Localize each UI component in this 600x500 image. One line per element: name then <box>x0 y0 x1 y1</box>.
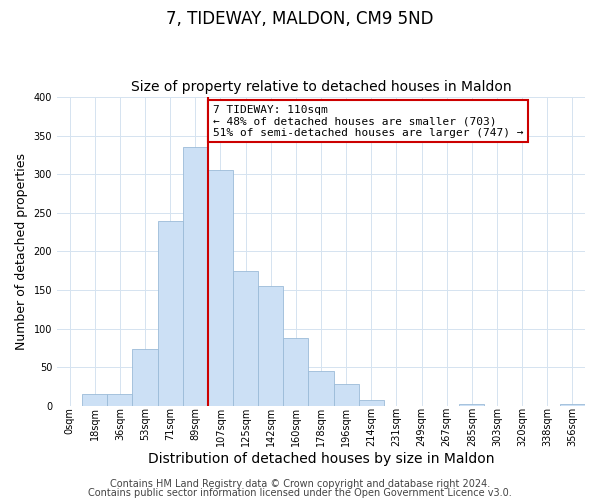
Title: Size of property relative to detached houses in Maldon: Size of property relative to detached ho… <box>131 80 511 94</box>
Bar <box>359 400 384 406</box>
Bar <box>158 220 183 406</box>
Text: 7, TIDEWAY, MALDON, CM9 5ND: 7, TIDEWAY, MALDON, CM9 5ND <box>166 10 434 28</box>
Bar <box>308 371 334 406</box>
Bar <box>208 170 233 406</box>
Bar <box>560 404 585 406</box>
Bar <box>233 270 258 406</box>
Bar <box>283 338 308 406</box>
Text: 7 TIDEWAY: 110sqm
← 48% of detached houses are smaller (703)
51% of semi-detache: 7 TIDEWAY: 110sqm ← 48% of detached hous… <box>213 105 523 138</box>
Bar <box>183 147 208 406</box>
Bar <box>107 394 133 406</box>
Bar <box>459 404 484 406</box>
Bar <box>258 286 283 406</box>
Bar <box>334 384 359 406</box>
Bar <box>82 394 107 406</box>
Y-axis label: Number of detached properties: Number of detached properties <box>15 153 28 350</box>
Bar <box>133 350 158 406</box>
Text: Contains HM Land Registry data © Crown copyright and database right 2024.: Contains HM Land Registry data © Crown c… <box>110 479 490 489</box>
X-axis label: Distribution of detached houses by size in Maldon: Distribution of detached houses by size … <box>148 452 494 466</box>
Text: Contains public sector information licensed under the Open Government Licence v3: Contains public sector information licen… <box>88 488 512 498</box>
